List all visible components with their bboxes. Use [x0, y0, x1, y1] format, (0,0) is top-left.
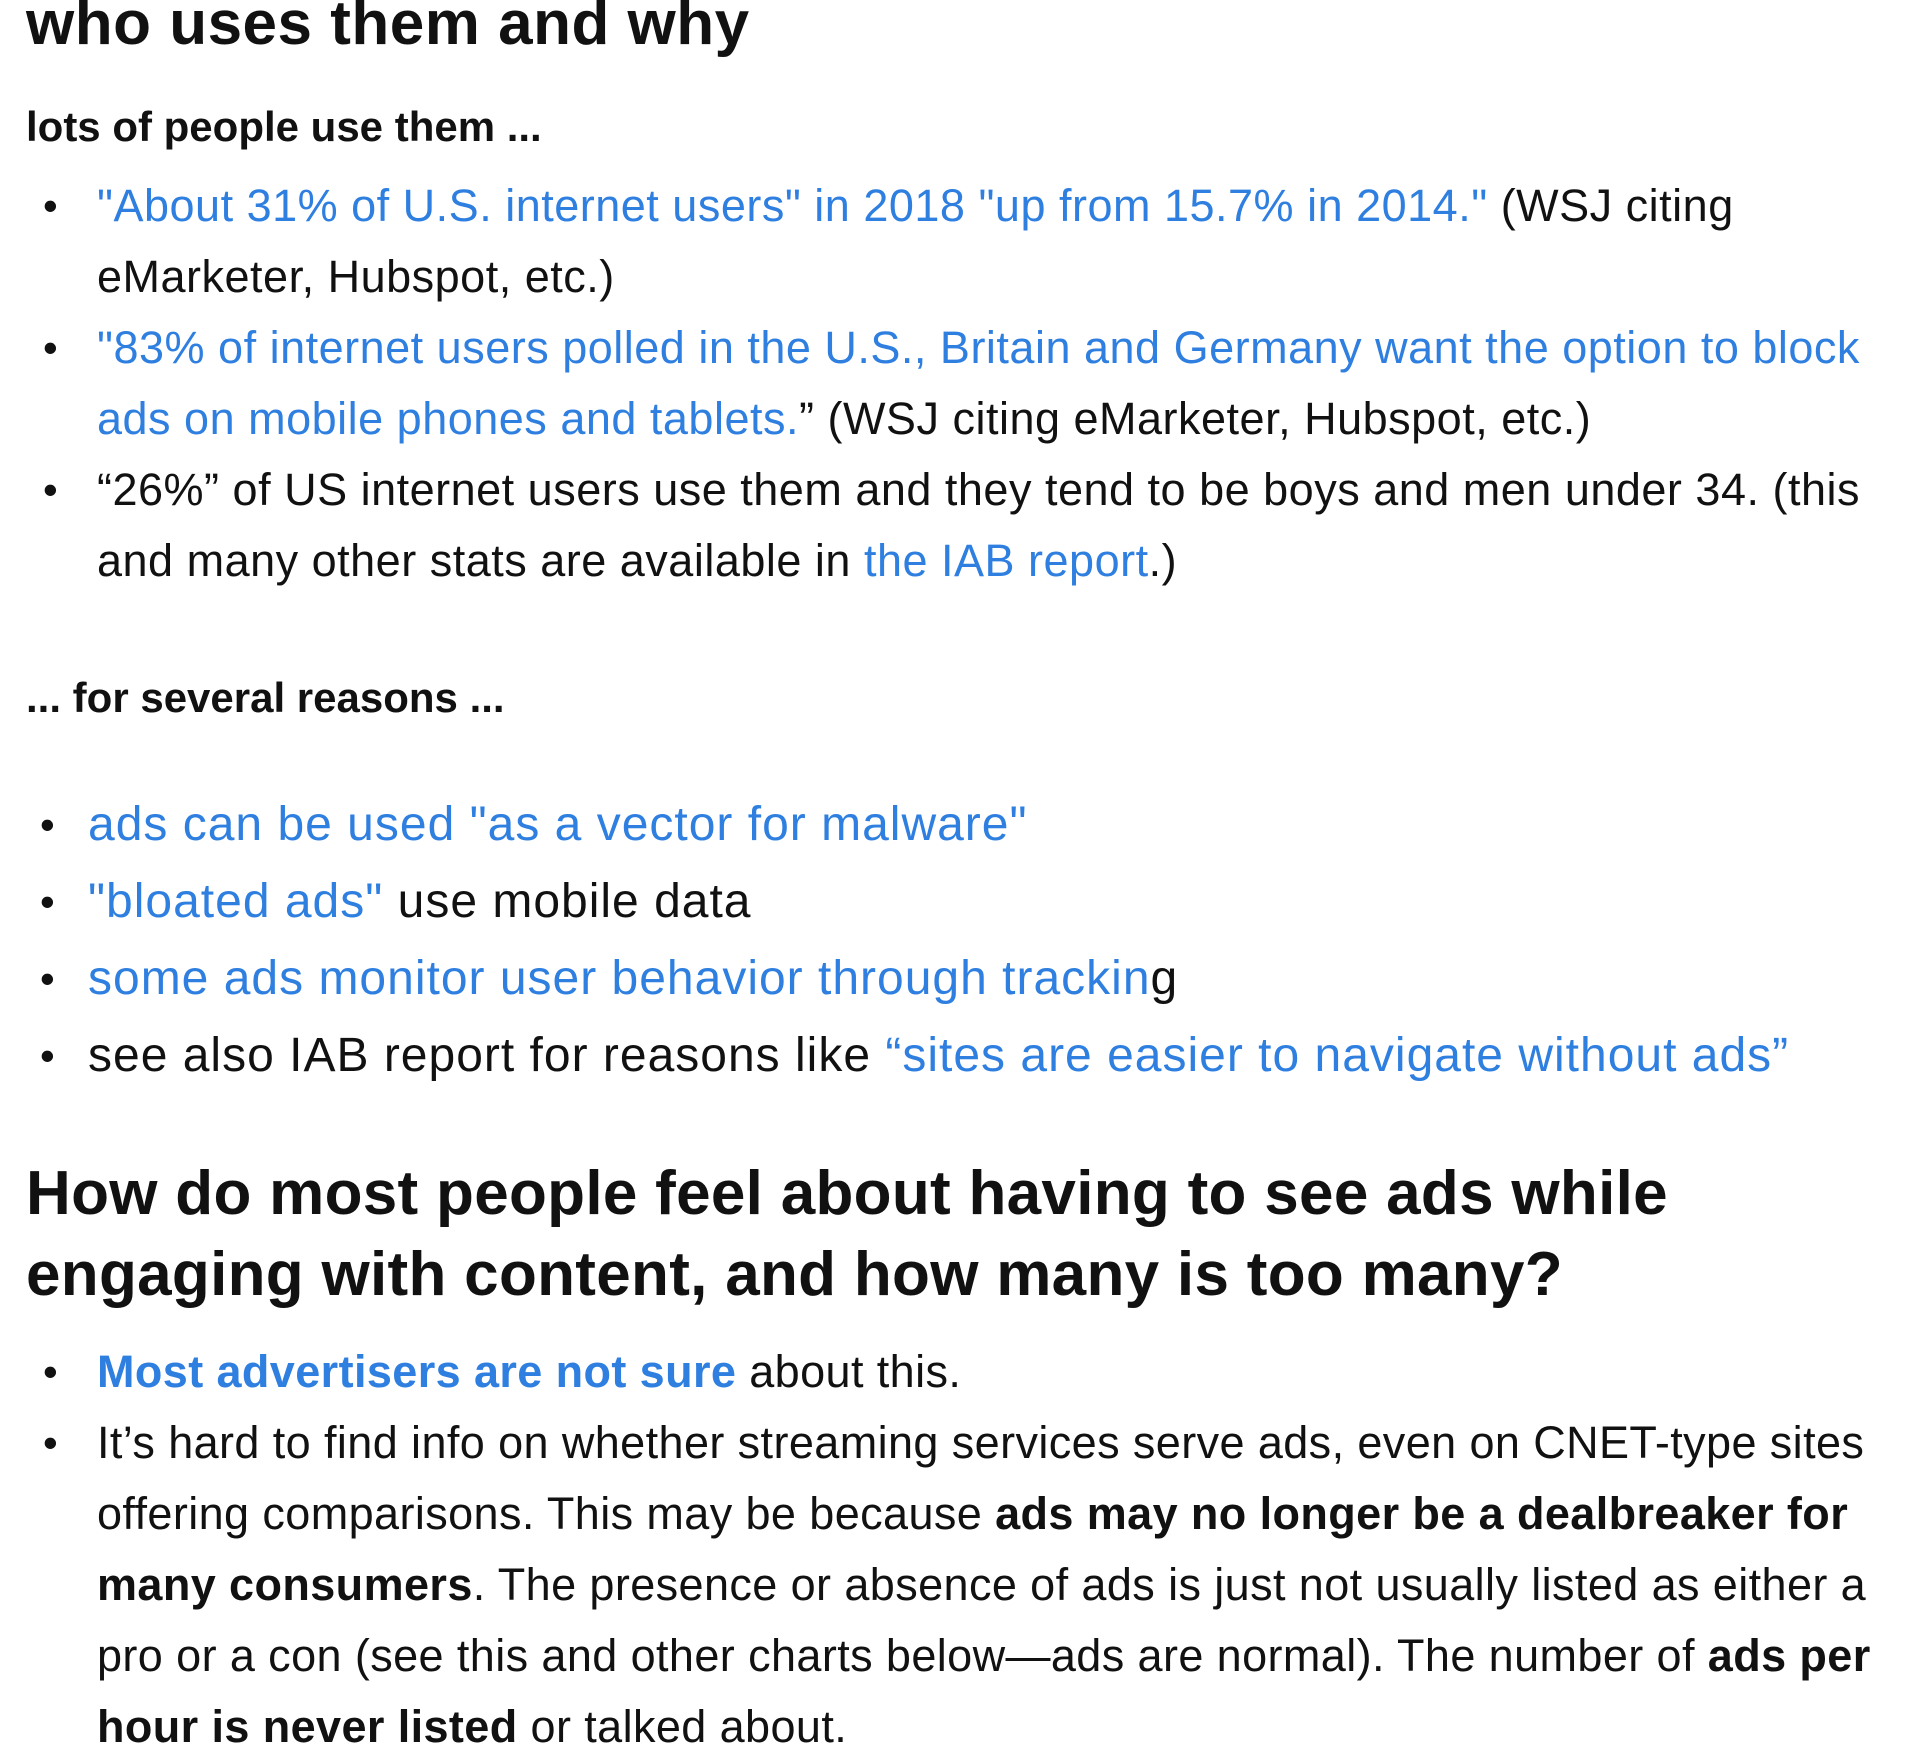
bold-ads-per-hour-text: ads per hour is never listed: [97, 1630, 1871, 1752]
advertisers-not-sure-link[interactable]: Most advertisers are not sure: [97, 1346, 737, 1397]
easier-navigation-link[interactable]: “sites are easier to navigate without ad…: [885, 1029, 1790, 1082]
section-heading-how-people-feel: How do most people feel about having to …: [26, 1159, 1668, 1309]
iab-report-link[interactable]: the IAB report: [863, 535, 1149, 586]
list-item: • “26%” of US internet users use them an…: [43, 454, 1907, 596]
bullet-icon: •: [43, 1419, 59, 1466]
bullet-icon: •: [40, 801, 56, 848]
bullet-icon: •: [43, 324, 59, 371]
list-item-text: “26%” of US internet users use them and …: [97, 464, 1860, 586]
list-item: • "About 31% of U.S. internet users" in …: [43, 170, 1907, 312]
section-heading-who-uses: who uses them and why: [26, 0, 750, 58]
list-item: • "bloated ads" use mobile data: [40, 863, 1908, 940]
bloated-ads-link[interactable]: "bloated ads": [88, 875, 384, 928]
wsj-83-percent-link[interactable]: "83% of internet users polled in the U.S…: [97, 322, 1860, 444]
list-item-text: g: [1150, 952, 1179, 1005]
list-item-text: It’s hard to find info on whether stream…: [97, 1417, 1865, 1539]
list-item: • some ads monitor user behavior through…: [40, 940, 1908, 1017]
subheading-lots-of-people: lots of people use them ...: [26, 103, 542, 150]
subheading-several-reasons: ... for several reasons ...: [26, 674, 505, 721]
list-item-text: . The presence or absence of ads is just…: [97, 1559, 1867, 1681]
bullet-icon: •: [43, 1348, 59, 1395]
list-item-text: about this.: [736, 1346, 962, 1397]
feelings-list: • Most advertisers are not sure about th…: [43, 1336, 1917, 1762]
bullet-icon: •: [43, 182, 59, 229]
wsj-31-percent-link[interactable]: "About 31% of U.S. internet users" in 20…: [97, 180, 1488, 231]
list-item: • Most advertisers are not sure about th…: [43, 1336, 1917, 1407]
bullet-icon: •: [40, 955, 56, 1002]
usage-stats-list: • "About 31% of U.S. internet users" in …: [43, 170, 1907, 596]
list-item-text: (WSJ citing eMarketer, Hubspot, etc.): [97, 180, 1734, 302]
list-item: • see also IAB report for reasons like “…: [40, 1017, 1908, 1094]
malware-vector-link[interactable]: ads can be used "as a vector for malware…: [88, 798, 1028, 851]
bullet-icon: •: [43, 466, 59, 513]
bold-dealbreaker-text: ads may no longer be a dealbreaker for m…: [97, 1488, 1849, 1610]
bullet-icon: •: [40, 1032, 56, 1079]
list-item: • ads can be used "as a vector for malwa…: [40, 786, 1908, 863]
list-item-text: or talked about.: [517, 1701, 848, 1752]
list-item: • "83% of internet users polled in the U…: [43, 312, 1907, 454]
list-item: • It’s hard to find info on whether stre…: [43, 1407, 1917, 1762]
reasons-list: • ads can be used "as a vector for malwa…: [40, 786, 1908, 1094]
list-item-text: see also IAB report for reasons like: [88, 1029, 886, 1082]
list-item-text: .): [1148, 535, 1178, 586]
bullet-icon: •: [40, 878, 56, 925]
tracking-link[interactable]: some ads monitor user behavior through t…: [88, 952, 1151, 1005]
list-item-text: use mobile data: [383, 875, 752, 928]
list-item-text: ” (WSJ citing eMarketer, Hubspot, etc.): [798, 393, 1592, 444]
